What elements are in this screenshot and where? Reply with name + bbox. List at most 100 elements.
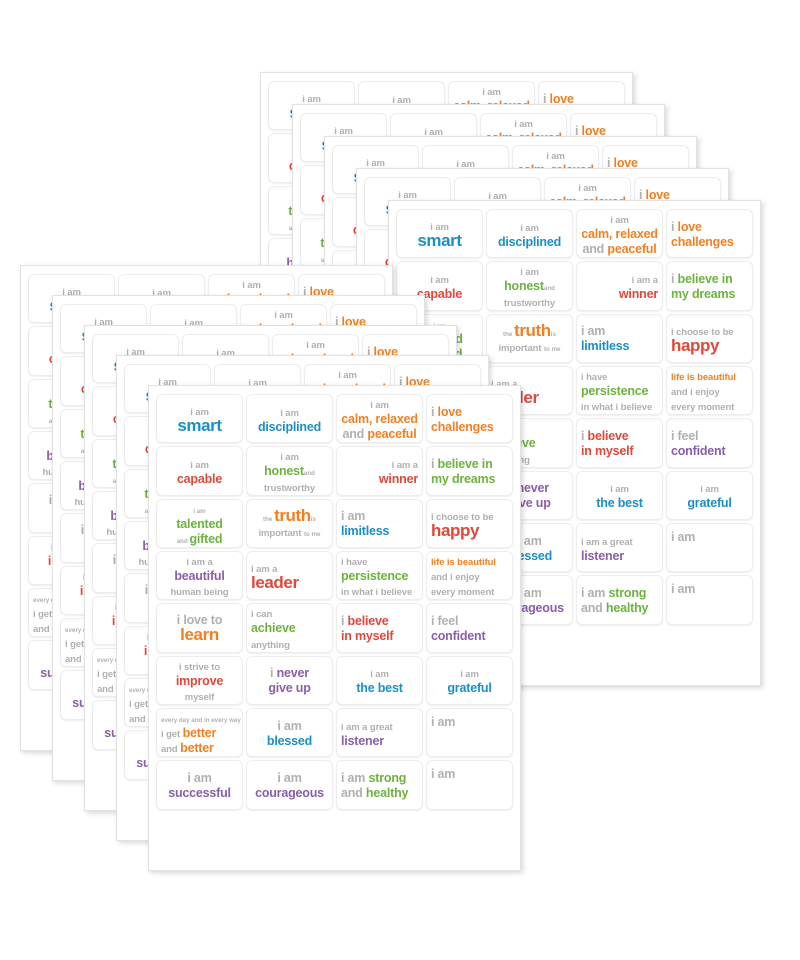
- sticker-tile-blank-i-am-1[interactable]: i am: [426, 707, 513, 758]
- sticker-word: i: [575, 123, 582, 138]
- sticker-word: calm, relaxed: [341, 412, 418, 427]
- sticker-word: and: [581, 600, 606, 615]
- sticker-word: i am: [277, 770, 302, 785]
- sticker-word: blessed: [266, 733, 313, 748]
- sticker-word: healthy: [365, 785, 409, 800]
- sticker-line: i am: [485, 115, 562, 130]
- sticker-line: i am: [671, 480, 748, 495]
- sticker-word: i am: [488, 190, 507, 202]
- sticker-word: i am: [126, 347, 145, 359]
- sticker-word: never: [516, 481, 550, 496]
- sticker-tile-blank-i-am-2[interactable]: i am: [426, 760, 513, 810]
- sticker-tile-blank-i-am-2[interactable]: i am: [666, 575, 753, 625]
- sticker-tile-life-is-beautiful[interactable]: life is beautiful and i enjoy every moment: [426, 550, 513, 601]
- sticker-word: i am: [190, 407, 209, 419]
- sticker-line: life is beautiful: [671, 368, 748, 383]
- sticker-word: achieve: [251, 621, 296, 636]
- sticker-line: i am: [491, 219, 568, 234]
- sticker-word: i am: [581, 585, 609, 600]
- sticker-line: honestand: [491, 278, 568, 293]
- sticker-line: the truthis: [251, 507, 328, 524]
- sticker-line: i am: [161, 770, 238, 785]
- sticker-tile-life-is-beautiful[interactable]: life is beautiful and i enjoy every moment: [666, 365, 753, 416]
- sticker-word: every moment: [671, 402, 735, 414]
- sticker-word: learn: [180, 625, 219, 645]
- sticker-line: i am: [491, 263, 568, 278]
- sticker-word: important: [498, 342, 544, 354]
- sticker-line: i am: [517, 147, 594, 162]
- sticker-word: gifted: [189, 531, 223, 546]
- sticker-line: in what i believe: [581, 398, 658, 413]
- sticker-tile-blank-i-am-1[interactable]: i am: [666, 522, 753, 573]
- sticker-word: capable: [416, 286, 463, 301]
- sticker-word: is: [310, 515, 316, 523]
- sticker-word: healthy: [605, 600, 649, 615]
- sticker-word: grateful: [447, 681, 492, 696]
- sticker-word: i am: [430, 222, 449, 234]
- sticker-word: i am a: [186, 557, 213, 569]
- sticker-word: i am a: [251, 564, 278, 576]
- sticker-word: i get: [65, 639, 87, 651]
- sticker-line: and i enjoy: [671, 383, 748, 398]
- sticker-line: i am: [395, 123, 472, 138]
- sticker-word: important: [258, 527, 304, 539]
- sticker-line: i am: [401, 218, 478, 233]
- sticker-line: i love: [335, 314, 412, 329]
- sticker-word: i: [639, 187, 646, 202]
- sticker-word: the best: [596, 496, 643, 511]
- sticker-word: in what i believe: [581, 402, 653, 414]
- sticker-line: i am: [341, 396, 418, 411]
- sticker-word: i am: [482, 87, 501, 99]
- sticker-word: challenges: [671, 234, 734, 249]
- sticker-line: i am: [213, 276, 290, 291]
- sticker-line: i am: [491, 533, 568, 548]
